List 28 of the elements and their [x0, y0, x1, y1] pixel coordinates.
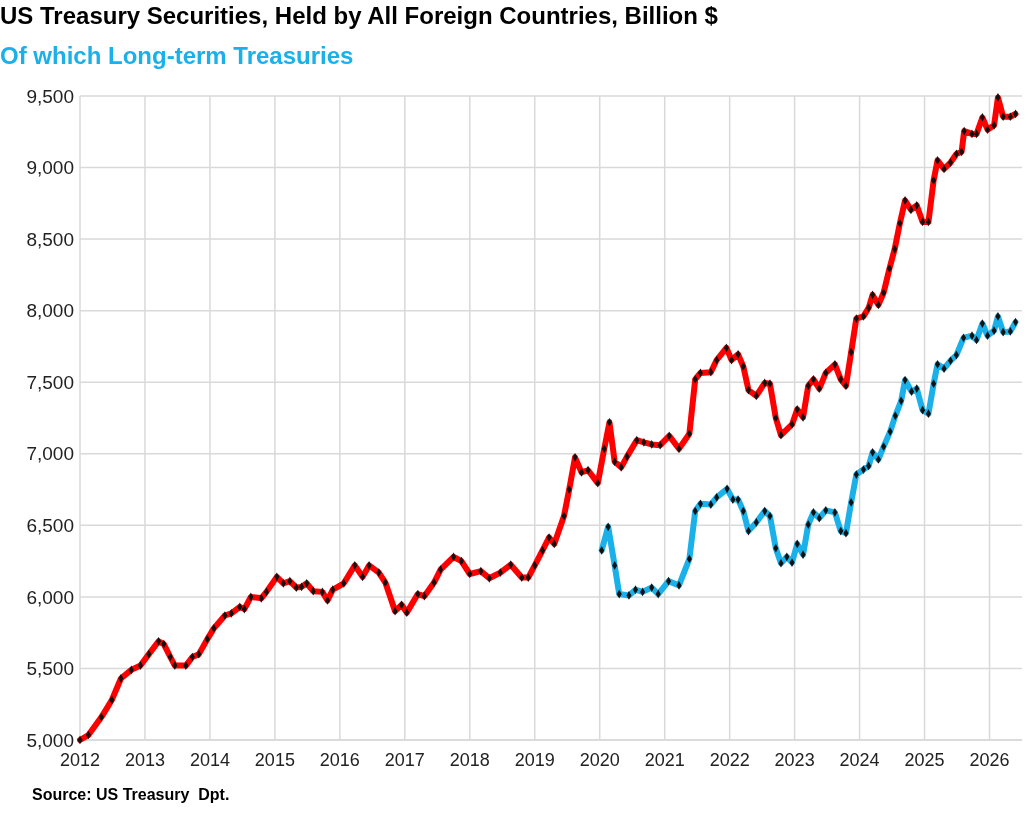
- y-tick-label: 7,500: [26, 371, 74, 393]
- chart-title: US Treasury Securities, Held by All Foreign Countries, Billion $: [0, 2, 719, 29]
- x-tick-label: 2026: [969, 750, 1010, 770]
- y-tick-label: 9,500: [26, 85, 74, 107]
- y-tick-label: 6,000: [26, 586, 74, 608]
- x-tick-label: 2023: [774, 750, 815, 770]
- x-tick-label: 2020: [579, 750, 620, 770]
- source-note: Source: US Treasury Dpt.: [32, 786, 230, 803]
- x-tick-label: 2022: [709, 750, 750, 770]
- x-tick-label: 2024: [839, 750, 880, 770]
- x-tick-label: 2025: [904, 750, 945, 770]
- x-tick-label: 2014: [189, 750, 230, 770]
- x-tick-label: 2015: [254, 750, 295, 770]
- y-tick-label: 8,500: [26, 228, 74, 250]
- x-tick-label: 2013: [124, 750, 165, 770]
- text: Of which Long-term Treasuries: [0, 42, 354, 69]
- y-tick-label: 7,000: [26, 443, 74, 465]
- x-tick-label: 2019: [514, 750, 555, 770]
- y-tick-label: 6,500: [26, 514, 74, 536]
- y-tick-label: 5,500: [26, 658, 74, 680]
- x-tick-label: 2012: [59, 750, 101, 770]
- y-tick-label: 5,000: [26, 729, 74, 751]
- x-tick-label: 2017: [384, 750, 425, 770]
- y-tick-label: 8,000: [26, 300, 74, 322]
- y-tick-label: 9,000: [26, 157, 74, 179]
- x-tick-label: 2016: [319, 750, 360, 770]
- x-tick-label: 2021: [644, 750, 685, 770]
- x-tick-label: 2018: [449, 750, 490, 770]
